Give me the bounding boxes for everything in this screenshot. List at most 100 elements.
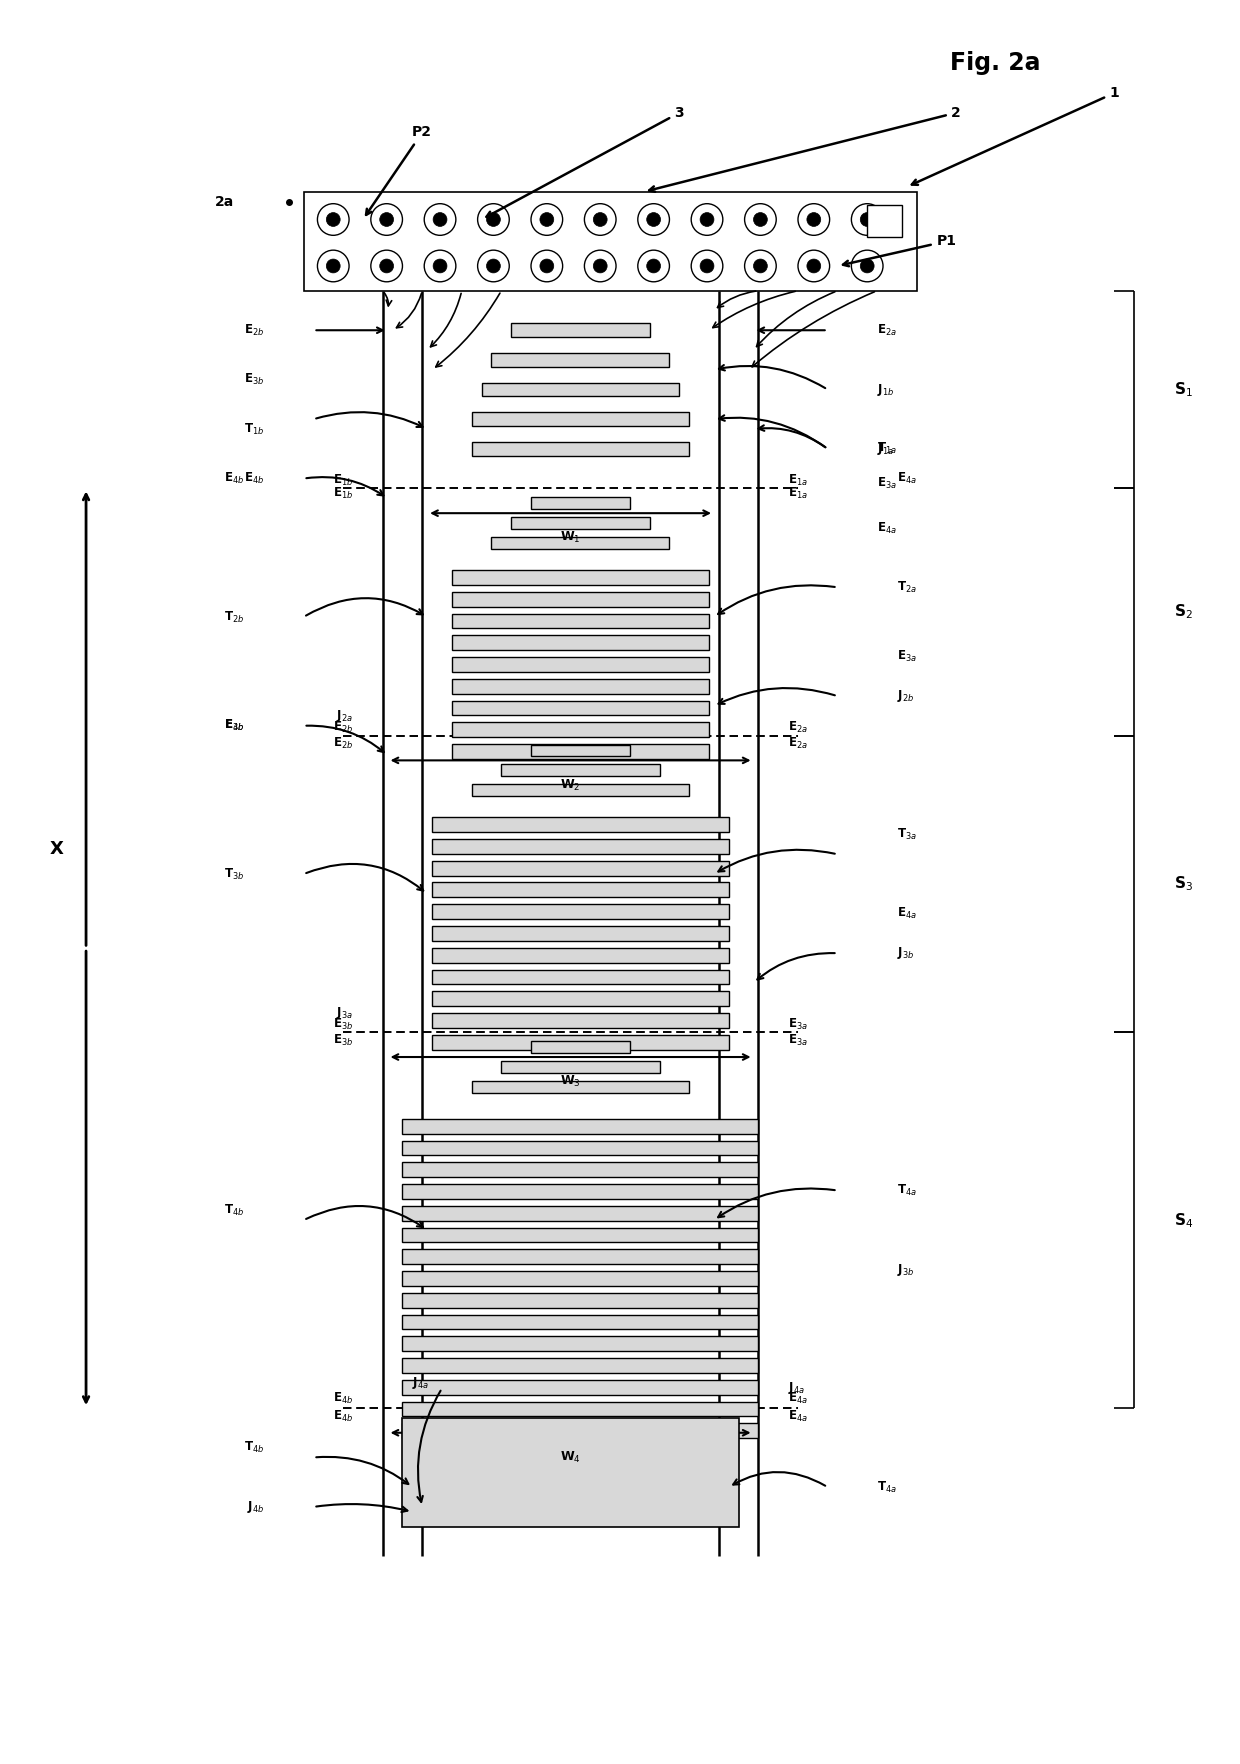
Bar	[432, 840, 729, 854]
Text: E$_{1b}$: E$_{1b}$	[332, 473, 353, 489]
Circle shape	[701, 259, 714, 273]
Text: T$_{2b}$: T$_{2b}$	[224, 609, 244, 624]
Bar	[451, 744, 709, 759]
Text: E$_{4a}$: E$_{4a}$	[789, 1390, 808, 1406]
Circle shape	[861, 213, 874, 226]
Bar	[501, 764, 660, 776]
Text: E$_{4a}$: E$_{4a}$	[789, 1408, 808, 1424]
Circle shape	[593, 259, 608, 273]
Bar	[403, 1207, 759, 1221]
Bar	[451, 656, 709, 672]
Bar	[511, 323, 650, 337]
Bar	[491, 353, 670, 367]
Text: T$_{4a}$: T$_{4a}$	[877, 1480, 897, 1494]
Text: S$_3$: S$_3$	[1174, 875, 1193, 893]
Bar	[451, 700, 709, 716]
Bar	[432, 817, 729, 833]
Bar	[403, 1141, 759, 1155]
Bar	[451, 591, 709, 607]
Circle shape	[754, 259, 768, 273]
Text: E$_{4b}$: E$_{4b}$	[224, 718, 244, 734]
Circle shape	[379, 259, 393, 273]
Bar	[432, 861, 729, 875]
Text: E$_{3b}$: E$_{3b}$	[224, 718, 244, 734]
Bar	[432, 947, 729, 963]
Circle shape	[754, 213, 768, 226]
Text: E$_{1a}$: E$_{1a}$	[789, 485, 808, 501]
Text: J$_{2a}$: J$_{2a}$	[336, 707, 353, 723]
Bar	[471, 785, 689, 796]
Circle shape	[807, 213, 821, 226]
Bar	[432, 1013, 729, 1028]
Text: E$_{2b}$: E$_{2b}$	[332, 736, 353, 751]
Text: E$_{2a}$: E$_{2a}$	[789, 720, 808, 736]
Bar	[481, 383, 680, 397]
Circle shape	[647, 259, 661, 273]
Bar	[867, 205, 901, 238]
Bar	[403, 1118, 759, 1134]
Bar	[403, 1402, 759, 1416]
Bar	[471, 413, 689, 427]
Bar	[511, 517, 650, 529]
Text: T$_{4a}$: T$_{4a}$	[897, 1184, 916, 1198]
Text: W$_2$: W$_2$	[560, 778, 580, 792]
Text: S$_4$: S$_4$	[1174, 1210, 1193, 1230]
Circle shape	[326, 213, 340, 226]
Circle shape	[647, 213, 661, 226]
Circle shape	[379, 213, 393, 226]
Bar	[403, 1249, 759, 1265]
Text: E$_{4b}$: E$_{4b}$	[224, 471, 244, 487]
Circle shape	[486, 259, 501, 273]
Text: J$_{4b}$: J$_{4b}$	[247, 1499, 264, 1515]
Text: J$_{4a}$: J$_{4a}$	[789, 1379, 805, 1397]
Text: E$_{1a}$: E$_{1a}$	[789, 473, 808, 489]
Text: 1: 1	[911, 86, 1120, 185]
Bar	[432, 882, 729, 898]
Text: S$_1$: S$_1$	[1174, 381, 1193, 399]
Text: W$_4$: W$_4$	[560, 1450, 582, 1466]
Text: J$_{2b}$: J$_{2b}$	[897, 688, 914, 704]
Bar	[403, 1293, 759, 1307]
Bar	[531, 744, 630, 757]
Text: E$_{2a}$: E$_{2a}$	[877, 323, 897, 337]
Bar	[531, 497, 630, 510]
Text: J$_{3b}$: J$_{3b}$	[897, 1261, 914, 1277]
Bar	[451, 635, 709, 651]
Circle shape	[807, 259, 821, 273]
Text: T$_{1b}$: T$_{1b}$	[244, 422, 264, 437]
Bar	[432, 905, 729, 919]
Text: T$_{3a}$: T$_{3a}$	[897, 827, 916, 841]
Bar	[403, 1228, 759, 1242]
Bar	[432, 926, 729, 940]
Circle shape	[486, 213, 501, 226]
Bar	[403, 1272, 759, 1286]
Text: J$_{1a}$: J$_{1a}$	[877, 441, 894, 457]
Text: T$_{4b}$: T$_{4b}$	[244, 1439, 264, 1455]
Text: 2a: 2a	[215, 194, 234, 208]
Text: E$_{2b}$: E$_{2b}$	[244, 323, 264, 337]
Bar	[432, 1035, 729, 1050]
Bar	[471, 1081, 689, 1092]
Text: E$_{4b}$: E$_{4b}$	[332, 1408, 353, 1424]
Text: E$_{2a}$: E$_{2a}$	[789, 736, 808, 751]
Circle shape	[433, 259, 446, 273]
Text: E$_{3a}$: E$_{3a}$	[789, 1032, 808, 1048]
Text: J$_{3a}$: J$_{3a}$	[336, 1004, 353, 1021]
Text: E$_{3b}$: E$_{3b}$	[332, 1016, 353, 1032]
Text: E$_{3a}$: E$_{3a}$	[877, 476, 897, 490]
Text: T$_{3b}$: T$_{3b}$	[224, 866, 244, 882]
Text: P2: P2	[366, 125, 433, 215]
Circle shape	[861, 259, 874, 273]
Circle shape	[593, 213, 608, 226]
Bar	[451, 570, 709, 586]
Circle shape	[539, 213, 554, 226]
Text: E$_{4a}$: E$_{4a}$	[897, 471, 916, 487]
Text: 3: 3	[486, 106, 684, 217]
Bar	[432, 991, 729, 1005]
Text: P1: P1	[843, 235, 956, 266]
Text: J$_{1b}$: J$_{1b}$	[877, 381, 894, 397]
Bar	[491, 536, 670, 549]
Bar	[403, 1418, 739, 1526]
Text: E$_{4b}$: E$_{4b}$	[332, 1390, 353, 1406]
Text: J$_{4a}$: J$_{4a}$	[413, 1376, 429, 1392]
